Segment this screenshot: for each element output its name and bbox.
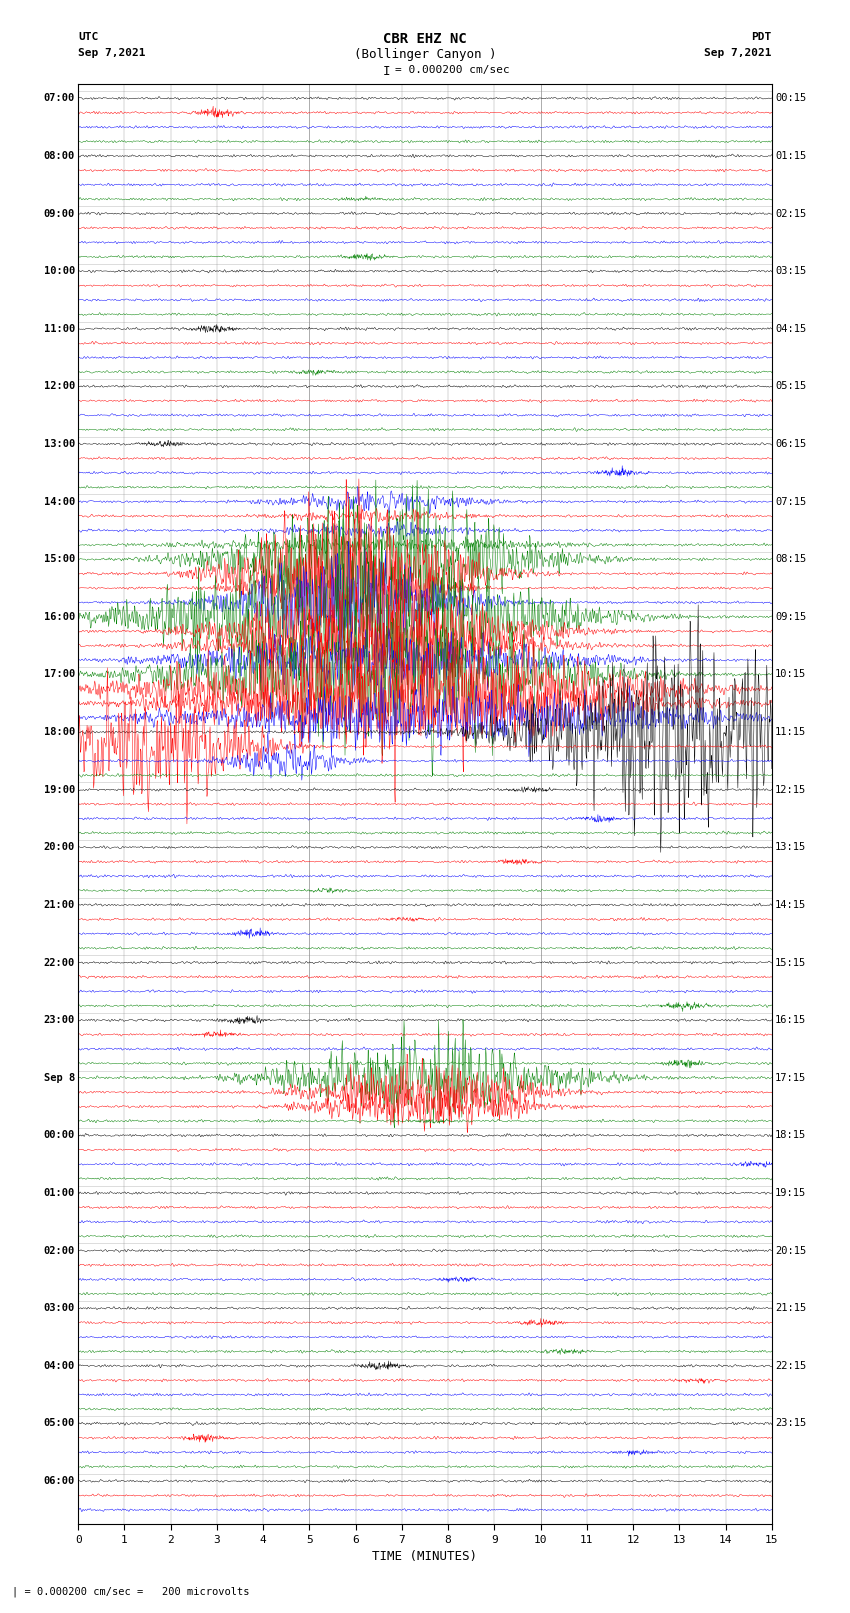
Text: 03:00: 03:00 — [43, 1303, 75, 1313]
Text: 21:15: 21:15 — [775, 1303, 807, 1313]
Text: 12:00: 12:00 — [43, 381, 75, 392]
Text: 16:00: 16:00 — [43, 611, 75, 623]
Text: 18:00: 18:00 — [43, 727, 75, 737]
Text: 08:15: 08:15 — [775, 555, 807, 565]
Text: 04:00: 04:00 — [43, 1361, 75, 1371]
Text: = 0.000200 cm/sec: = 0.000200 cm/sec — [395, 65, 510, 74]
Text: 01:15: 01:15 — [775, 152, 807, 161]
Text: 10:00: 10:00 — [43, 266, 75, 276]
Text: 17:15: 17:15 — [775, 1073, 807, 1082]
Text: | = 0.000200 cm/sec =   200 microvolts: | = 0.000200 cm/sec = 200 microvolts — [12, 1586, 249, 1597]
Text: 16:15: 16:15 — [775, 1015, 807, 1026]
Text: 11:00: 11:00 — [43, 324, 75, 334]
Text: 21:00: 21:00 — [43, 900, 75, 910]
Text: Sep 7,2021: Sep 7,2021 — [705, 48, 772, 58]
Text: 10:15: 10:15 — [775, 669, 807, 679]
Text: 09:00: 09:00 — [43, 208, 75, 218]
Text: 07:00: 07:00 — [43, 94, 75, 103]
Text: 15:00: 15:00 — [43, 555, 75, 565]
Text: (Bollinger Canyon ): (Bollinger Canyon ) — [354, 48, 496, 61]
Text: 06:00: 06:00 — [43, 1476, 75, 1486]
Text: 13:15: 13:15 — [775, 842, 807, 852]
Text: 09:15: 09:15 — [775, 611, 807, 623]
Text: 18:15: 18:15 — [775, 1131, 807, 1140]
Text: Sep 8: Sep 8 — [43, 1073, 75, 1082]
Text: 01:00: 01:00 — [43, 1189, 75, 1198]
Text: 19:15: 19:15 — [775, 1189, 807, 1198]
Text: 13:00: 13:00 — [43, 439, 75, 448]
Text: 14:00: 14:00 — [43, 497, 75, 506]
Text: 03:15: 03:15 — [775, 266, 807, 276]
Text: 17:00: 17:00 — [43, 669, 75, 679]
Text: 04:15: 04:15 — [775, 324, 807, 334]
Text: 00:00: 00:00 — [43, 1131, 75, 1140]
Text: 07:15: 07:15 — [775, 497, 807, 506]
Text: 05:15: 05:15 — [775, 381, 807, 392]
Text: 12:15: 12:15 — [775, 784, 807, 795]
Text: Sep 7,2021: Sep 7,2021 — [78, 48, 145, 58]
Text: PDT: PDT — [751, 32, 772, 42]
Text: 14:15: 14:15 — [775, 900, 807, 910]
Text: 06:15: 06:15 — [775, 439, 807, 448]
Text: 22:15: 22:15 — [775, 1361, 807, 1371]
Text: 05:00: 05:00 — [43, 1418, 75, 1429]
Text: UTC: UTC — [78, 32, 99, 42]
Text: I: I — [383, 65, 390, 77]
Text: 22:00: 22:00 — [43, 958, 75, 968]
Text: 15:15: 15:15 — [775, 958, 807, 968]
Text: CBR EHZ NC: CBR EHZ NC — [383, 32, 467, 47]
Text: 11:15: 11:15 — [775, 727, 807, 737]
Text: 20:00: 20:00 — [43, 842, 75, 852]
X-axis label: TIME (MINUTES): TIME (MINUTES) — [372, 1550, 478, 1563]
Text: 20:15: 20:15 — [775, 1245, 807, 1255]
Text: 19:00: 19:00 — [43, 784, 75, 795]
Text: 23:15: 23:15 — [775, 1418, 807, 1429]
Text: 02:00: 02:00 — [43, 1245, 75, 1255]
Text: 00:15: 00:15 — [775, 94, 807, 103]
Text: 08:00: 08:00 — [43, 152, 75, 161]
Text: 23:00: 23:00 — [43, 1015, 75, 1026]
Text: 02:15: 02:15 — [775, 208, 807, 218]
